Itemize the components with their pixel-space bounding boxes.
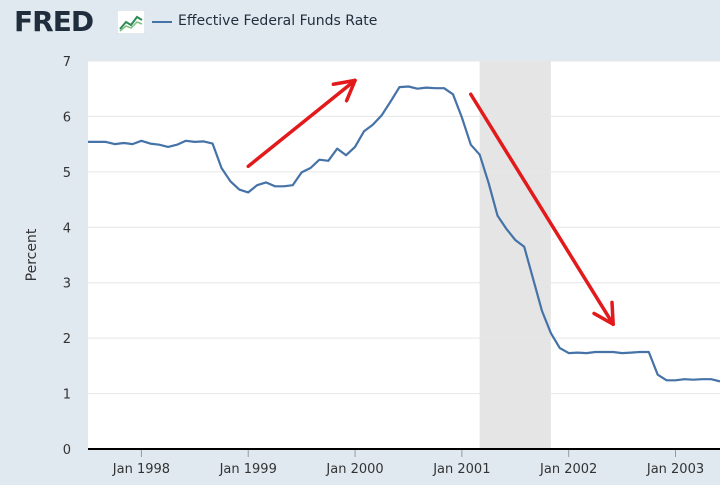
arrow-head: [592, 300, 615, 327]
annotation-arrow: [469, 92, 615, 327]
y-tick-label: 3: [63, 277, 71, 292]
x-tick-label: Jan 1998: [112, 462, 170, 477]
legend-label[interactable]: Effective Federal Funds Rate: [178, 13, 378, 29]
plot-area: [88, 61, 720, 449]
y-tick-label: 0: [63, 443, 71, 458]
fred-graph-icon: [117, 10, 145, 34]
y-tick-label: 2: [63, 332, 71, 347]
annotation-arrow: [246, 78, 357, 169]
chart-header: FRED Effective Federal Funds Rate: [0, 0, 720, 44]
y-tick-label: 1: [63, 388, 71, 403]
arrow-shaft: [469, 92, 615, 327]
y-tick-label: 5: [63, 166, 71, 181]
x-tick-label: Jan 2003: [646, 462, 704, 477]
arrow-shaft: [246, 78, 357, 169]
x-tick-label: Jan 2001: [432, 462, 490, 477]
arrow-head: [331, 78, 357, 103]
recession-band: [479, 61, 551, 449]
series-line: [88, 85, 720, 383]
x-tick-label: Jan 1999: [219, 462, 277, 477]
fred-logo[interactable]: FRED: [14, 5, 94, 38]
y-tick-label: 6: [63, 110, 71, 125]
y-axis-label: Percent: [24, 228, 40, 281]
x-tick-label: Jan 2002: [539, 462, 597, 477]
x-tick-label: Jan 2000: [325, 462, 383, 477]
y-tick-label: 4: [63, 221, 71, 236]
y-tick-label: 7: [63, 55, 71, 70]
legend-line-swatch: [152, 21, 172, 23]
